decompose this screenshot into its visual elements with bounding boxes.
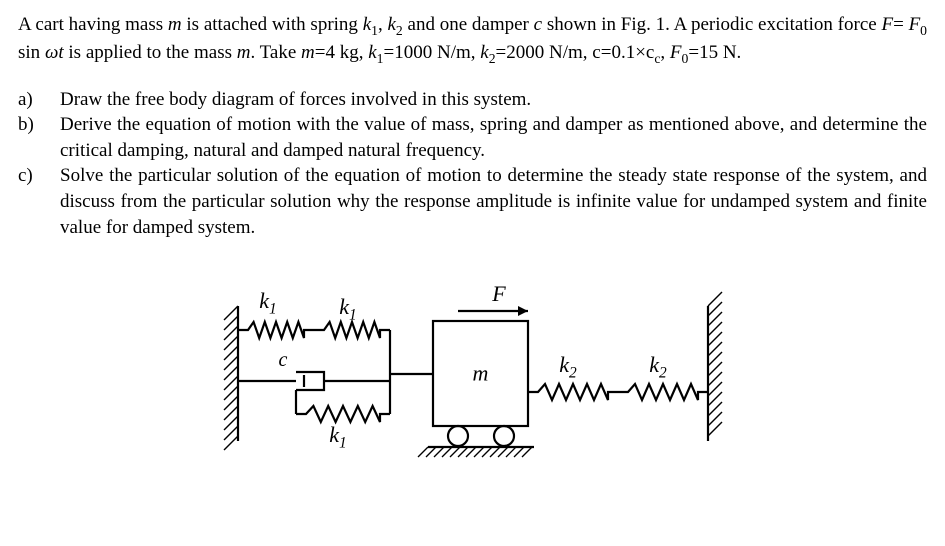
label-c: c) [18, 163, 60, 240]
svg-text:k2: k2 [559, 352, 577, 382]
problem-intro: A cart having mass m is attached with sp… [18, 12, 927, 69]
label-b: b) [18, 112, 60, 163]
body-b: Derive the equation of motion with the v… [60, 112, 927, 163]
figure-1: m Fk1 k1 k1 c k2 k2 [18, 266, 927, 484]
label-a: a) [18, 87, 60, 113]
question-a: a) Draw the free body diagram of forces … [18, 87, 927, 113]
spring-mass-damper-diagram: m Fk1 k1 k1 c k2 k2 [208, 266, 738, 476]
svg-text:m: m [472, 361, 488, 386]
svg-text:c: c [278, 349, 287, 371]
svg-text:k1: k1 [339, 294, 356, 324]
svg-text:k2: k2 [649, 352, 667, 382]
svg-text:F: F [491, 281, 506, 306]
question-b: b) Derive the equation of motion with th… [18, 112, 927, 163]
question-c: c) Solve the particular solution of the … [18, 163, 927, 240]
body-a: Draw the free body diagram of forces inv… [60, 87, 927, 113]
svg-text:k1: k1 [259, 288, 276, 318]
svg-text:k1: k1 [329, 422, 346, 452]
body-c: Solve the particular solution of the equ… [60, 163, 927, 240]
question-list: a) Draw the free body diagram of forces … [18, 87, 927, 241]
